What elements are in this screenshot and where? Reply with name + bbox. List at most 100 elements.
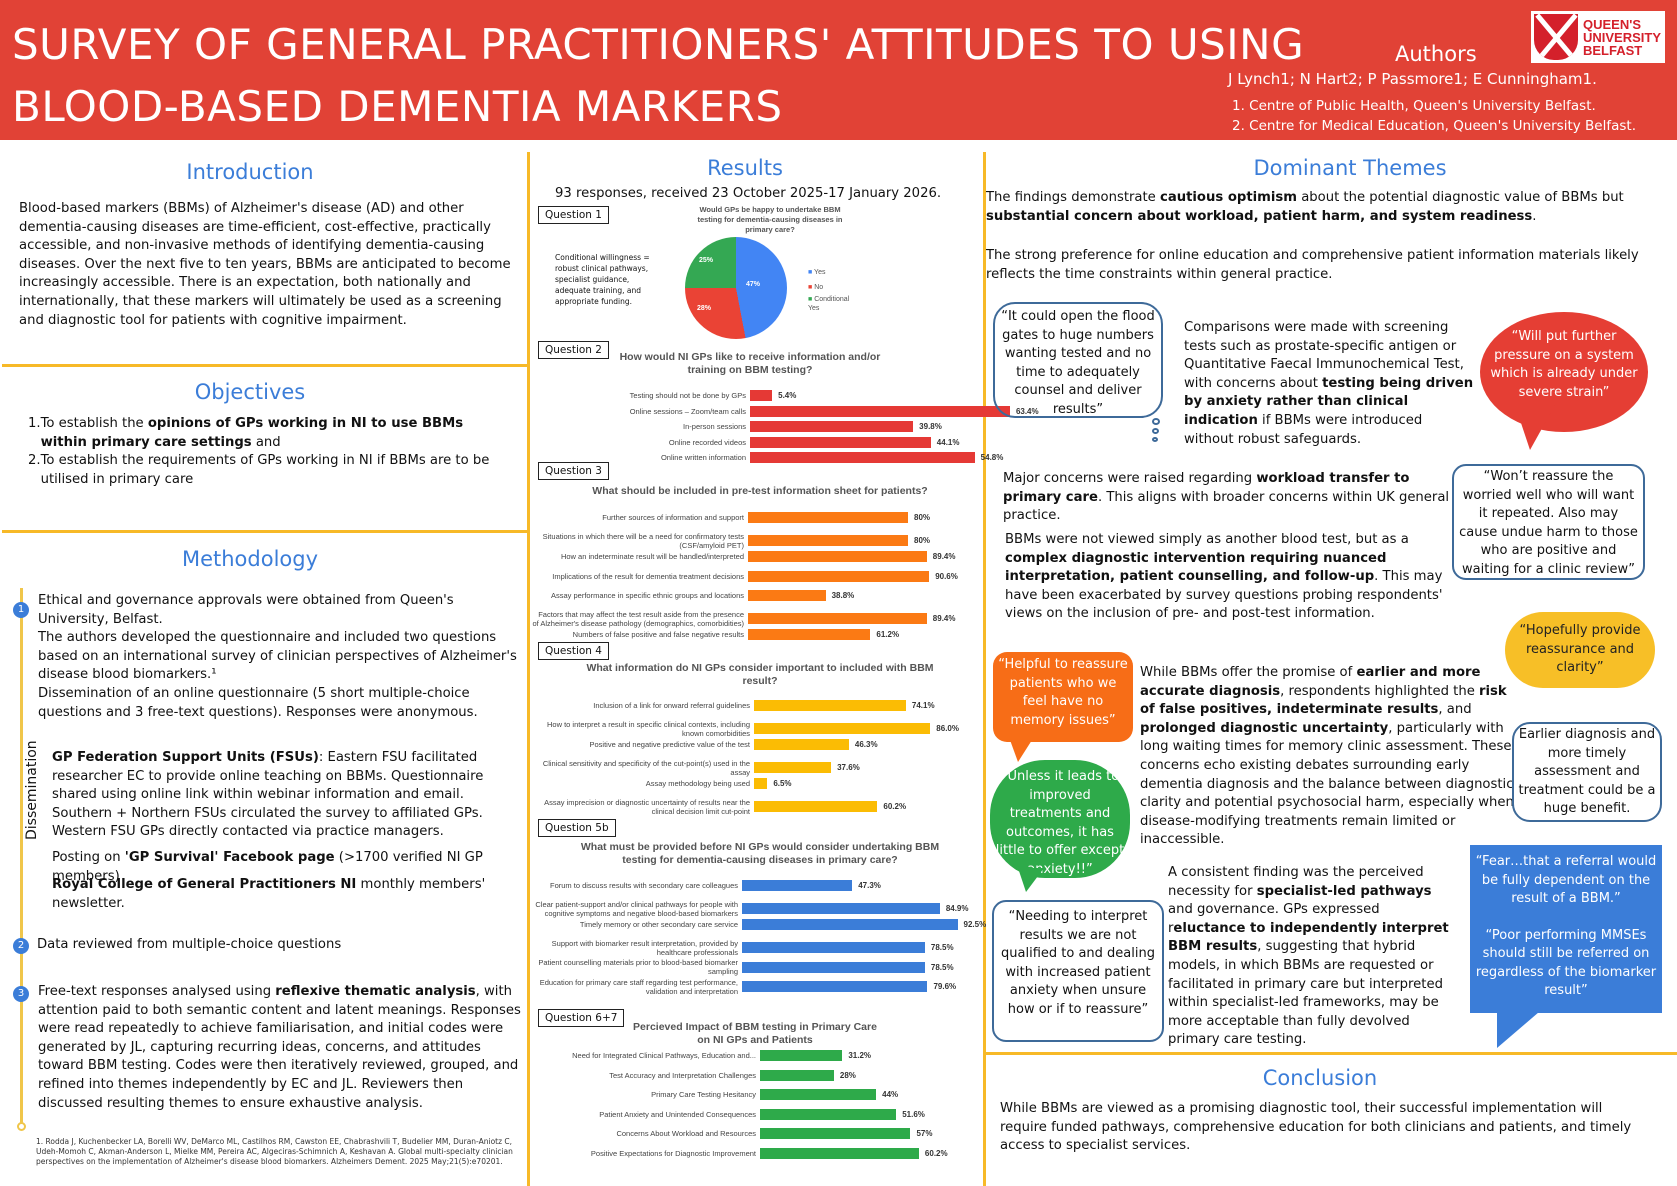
bar-value: 5.4% (778, 391, 797, 400)
bar-value: 37.6% (837, 763, 860, 772)
section-divider (2, 530, 529, 533)
bar-value: 44.1% (936, 437, 960, 447)
bubble-tail (1515, 405, 1555, 450)
bar (748, 535, 908, 546)
themes-p4: Major concerns were raised regarding wor… (1003, 471, 1450, 524)
bar-value: 39.8% (919, 422, 942, 431)
dissemination-label: Dissemination (24, 740, 40, 840)
objective-item: 2. To establish the requirements of GPs … (28, 453, 490, 487)
bar-row: How to interpret a result in specific cl… (530, 720, 959, 738)
step-3-text: Free-text responses analysed using refle… (38, 984, 521, 1111)
bar-label: In-person sessions (683, 422, 746, 431)
themes-p7: A consistent finding was the perceived n… (1168, 865, 1449, 1048)
bar-label: Online sessions – Zoom/team calls (629, 406, 746, 416)
bar-row: Factors that may affect the test result … (530, 610, 955, 628)
bar-value: 60.2% (883, 802, 907, 811)
bar (760, 1069, 834, 1081)
bar-value: 84.9% (945, 904, 969, 913)
bar (754, 801, 878, 812)
bar-label: Implications of the result for dementia … (552, 571, 744, 581)
bar-row: Patient Anxiety and Unintended Consequen… (530, 1108, 925, 1120)
q3-chart-title: What should be included in pre-test info… (592, 485, 928, 497)
bar-row: Implications of the result for dementia … (530, 570, 958, 582)
bar (760, 1147, 919, 1159)
authors-heading: Authors (1395, 42, 1477, 66)
dissemination-facebook: Posting on 'GP Survival' Facebook page (… (52, 850, 483, 884)
bar (750, 390, 773, 401)
bar-label: Online recorded videos (668, 437, 746, 447)
quote-fear-referral: “Fear…that a referral would be fully dep… (1470, 845, 1662, 1013)
bubble-tail (1010, 740, 1032, 762)
bar (748, 590, 826, 601)
bar (742, 961, 925, 973)
bar-label: Support with biomarker result interpreta… (551, 938, 738, 957)
q1-chart-title: Would GPs be happy to undertake BBM test… (697, 205, 843, 234)
authors-list: J Lynch1; N Hart2; P Passmore1; E Cunnin… (1228, 70, 1597, 88)
bar-row: Situations in which there will be a need… (530, 532, 930, 550)
bar-value: 78.5% (930, 943, 954, 952)
bar-value: 92.5% (963, 920, 987, 929)
bar (748, 512, 908, 523)
bar-row: Positive and negative predictive value o… (530, 739, 878, 750)
introduction-heading: Introduction (186, 160, 314, 184)
bar-row: Positive Expectations for Diagnostic Imp… (530, 1147, 948, 1159)
bar-row: Education for primary care staff regardi… (530, 978, 956, 996)
bar-value: 80% (914, 536, 931, 545)
bar-value: 60.2% (924, 1148, 948, 1158)
quote-worried-well: “Won’t reassure the worried well who wil… (1452, 464, 1645, 580)
bar (750, 405, 1010, 417)
bar-label: Primary Care Testing Hesitancy (651, 1090, 756, 1099)
poster-header: SURVEY OF GENERAL PRACTITIONERS' ATTITUD… (0, 0, 1677, 140)
bar-row: Primary Care Testing Hesitancy 44% (530, 1089, 898, 1100)
quote-needing-interpret: “Needing to interpret results we are not… (992, 900, 1164, 1042)
methodology-heading: Methodology (181, 547, 319, 571)
bar (742, 903, 940, 914)
bar-label: Numbers of false positive and false nega… (572, 630, 744, 639)
bar-label: How to interpret a result in specific cl… (546, 719, 750, 738)
bar (754, 739, 849, 750)
bar-label: Timely memory or other secondary care se… (579, 920, 738, 929)
conclusion-text: While BBMs are viewed as a promising dia… (1000, 1101, 1632, 1154)
bar-label: Testing should not be done by GPs (629, 391, 746, 400)
results-subtitle: 93 responses, received 23 October 2025-1… (555, 186, 942, 201)
question-5b-label: Question 5b (538, 819, 616, 837)
bar-label: Situations in which there will be a need… (542, 531, 744, 550)
bar-value: 31.2% (848, 1051, 872, 1060)
bar-value: 79.6% (933, 982, 957, 991)
bar-value: 28% (839, 1070, 856, 1080)
q1-legend: ■ Yes ■ No ■ Conditional Yes (808, 269, 850, 312)
section-divider (983, 1052, 1677, 1055)
bar-value: 61.2% (876, 630, 900, 639)
reference-footnote: 1. Rodda J, Kuchenbecker LA, Borelli WV,… (36, 1137, 513, 1166)
bar (760, 1128, 911, 1139)
bar-label: Need for Integrated Clinical Pathways, E… (572, 1051, 756, 1060)
bar-value: 89.4% (932, 614, 956, 623)
dissemination-rcgp: Royal College of General Practitioners N… (52, 877, 486, 911)
bar-value: 6.5% (773, 779, 792, 788)
column-divider (527, 152, 530, 1186)
bar-row: Assay performance in specific ethnic gro… (530, 590, 854, 601)
column-divider (983, 152, 986, 1186)
bar-value: 89.4% (932, 552, 956, 561)
bar-row: In-person sessions 39.8% (550, 421, 942, 432)
bar (750, 452, 975, 463)
bar (754, 700, 906, 711)
bar-value: 57% (916, 1129, 933, 1138)
bar (760, 1050, 843, 1061)
bar-label: Forum to discuss results with secondary … (550, 881, 738, 890)
bar-label: Assay imprecision or diagnostic uncertai… (544, 797, 750, 816)
timeline-end-icon (17, 1122, 26, 1131)
quote-unless: “Unless it leads to improved treatments … (990, 760, 1130, 878)
poster-title: SURVEY OF GENERAL PRACTITIONERS' ATTITUD… (12, 20, 1305, 131)
bar-row: Online sessions – Zoom/team calls 63.4% (550, 405, 1039, 417)
conclusion-heading: Conclusion (1262, 1066, 1378, 1090)
bar-label: Online written information (660, 453, 746, 462)
q4-chart-title: What information do NI GPs consider impo… (586, 662, 934, 687)
bar (760, 1089, 877, 1100)
question-6-7-label: Question 6+7 (538, 1009, 625, 1027)
bar (754, 778, 768, 789)
step-2-icon: 2 (13, 938, 29, 954)
q1-note: Conditional willingness = robust clinica… (555, 253, 650, 306)
themes-p3: Comparisons were made with screening tes… (1184, 320, 1474, 447)
thought-dots-icon (1152, 418, 1160, 448)
